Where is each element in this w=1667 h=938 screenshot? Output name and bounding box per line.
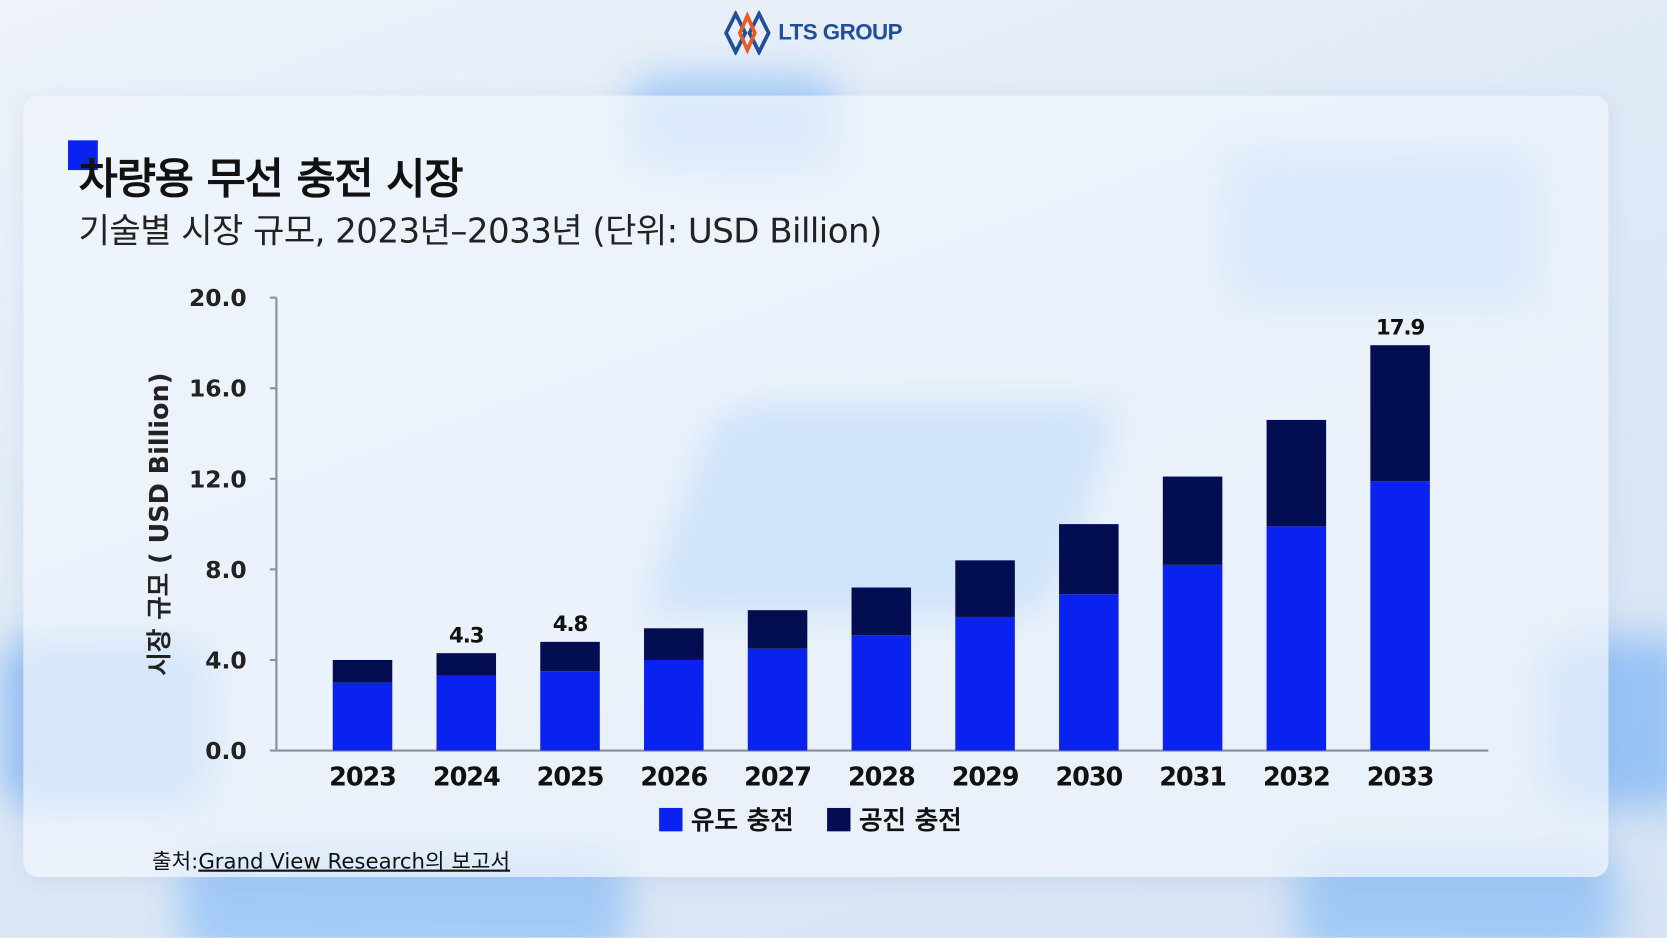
y-tick-label: 4.0 [205, 646, 246, 674]
legend-label: 공진 충전 [859, 806, 962, 836]
x-tick-label: 2028 [848, 763, 915, 793]
bar-wireless-2028 [851, 587, 912, 636]
logo: LTS GROUP [723, 10, 903, 56]
legend-label: 유도 충전 [691, 806, 794, 836]
source-note: 출처:Grand View Research의 보고서 [152, 844, 510, 875]
y-tick-label: 8.0 [205, 556, 246, 584]
x-tick-label: 2026 [640, 763, 707, 793]
chart-subtitle: 기술별 시장 규모, 2023년–2033년 (단위: USD Billion) [78, 210, 883, 251]
source-link[interactable]: Grand View Research의 보고서 [198, 848, 511, 874]
legend-swatch-0 [659, 807, 683, 832]
title-accent [68, 140, 98, 171]
bar-wireless-2023 [332, 659, 393, 683]
x-tick-label: 2031 [1159, 763, 1226, 793]
data-label: 4.3 [449, 624, 484, 649]
source-prefix: 출처: [152, 848, 199, 874]
logo-text: LTS GROUP [778, 20, 902, 45]
bar-wired-2026 [644, 659, 704, 751]
bar-wired-2027 [747, 648, 808, 751]
legend-swatch-1 [827, 807, 851, 832]
x-tick-label: 2032 [1263, 763, 1330, 793]
bar-wireless-2027 [747, 610, 808, 649]
bar-wireless-2025 [540, 641, 600, 672]
y-tick-label: 20.0 [189, 284, 247, 312]
y-axis-label: 시장 규모 ( USD Billion) [145, 373, 175, 676]
bar-wireless-2030 [1059, 524, 1119, 595]
bar-wireless-2032 [1266, 419, 1327, 527]
bar-wired-2033 [1370, 481, 1430, 751]
chart-card [23, 95, 1609, 878]
data-label: 4.8 [553, 612, 588, 637]
chart-title: 차량용 무선 충전 시장 [78, 155, 464, 205]
bar-wireless-2029 [955, 560, 1015, 617]
bar-wired-2031 [1162, 564, 1223, 751]
bar-wired-2029 [955, 616, 1015, 751]
y-tick-label: 16.0 [189, 375, 247, 403]
y-tick-label: 0.0 [205, 737, 246, 765]
y-tick-label: 12.0 [189, 465, 247, 493]
x-tick-label: 2023 [329, 763, 396, 793]
lts-logo-icon [724, 10, 771, 56]
bar-wireless-2033 [1370, 345, 1430, 482]
bar-wireless-2031 [1162, 476, 1223, 565]
x-tick-label: 2024 [433, 763, 500, 793]
data-label: 17.9 [1376, 316, 1424, 341]
bar-wireless-2024 [436, 653, 497, 676]
bar-wired-2023 [332, 682, 393, 751]
x-tick-label: 2033 [1367, 763, 1434, 793]
bar-wired-2024 [436, 675, 497, 751]
x-tick-label: 2025 [537, 763, 604, 793]
bar-wired-2030 [1059, 594, 1119, 751]
x-tick-label: 2027 [744, 763, 811, 793]
x-tick-label: 2030 [1055, 763, 1122, 793]
bar-wired-2032 [1266, 526, 1327, 751]
bar-wired-2028 [851, 635, 912, 751]
bar-wired-2025 [540, 671, 600, 751]
bar-wireless-2026 [644, 628, 704, 660]
x-tick-label: 2029 [952, 763, 1019, 793]
